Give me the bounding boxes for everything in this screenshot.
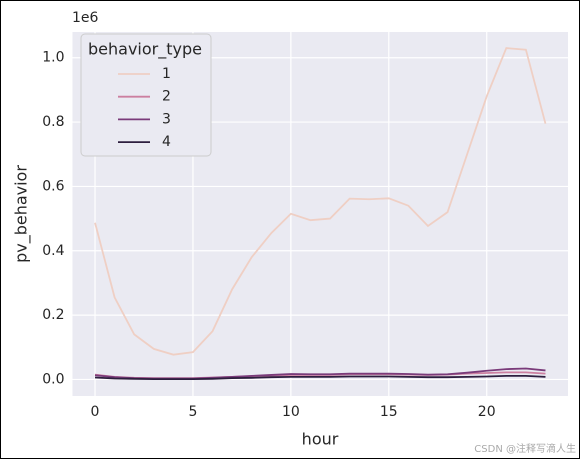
legend-box [80, 33, 212, 157]
series-line [94, 47, 547, 356]
y-tick-label: 0.8 [42, 114, 64, 130]
legend-label: 3 [162, 111, 171, 127]
series-line [94, 374, 546, 381]
x-tick-label: 10 [282, 404, 300, 420]
y-tick-label: 0.4 [42, 243, 64, 259]
x-tick-label: 15 [380, 404, 398, 420]
lines [94, 47, 547, 381]
legend-label: 2 [162, 89, 171, 105]
y-tick-label: 0.0 [42, 371, 64, 387]
x-tick-label: 20 [478, 404, 496, 420]
y-tick-label: 1.0 [42, 50, 64, 66]
y-axis-label: pv_behavior [12, 165, 32, 263]
offset-label: 1e6 [72, 10, 99, 26]
legend-label: 4 [162, 134, 171, 150]
legend: behavior_type 1 2 3 4 [80, 33, 212, 157]
y-tick-label: 0.6 [42, 178, 64, 194]
x-tick-label: 0 [91, 404, 100, 420]
x-tick-label: 5 [188, 404, 197, 420]
legend-label: 1 [162, 66, 171, 82]
legend-title: behavior_type [88, 40, 202, 60]
x-axis-label: hour [302, 430, 339, 449]
watermark: CSDN @注释写滴人生 [474, 442, 576, 455]
y-tick-label: 0.2 [42, 307, 64, 323]
